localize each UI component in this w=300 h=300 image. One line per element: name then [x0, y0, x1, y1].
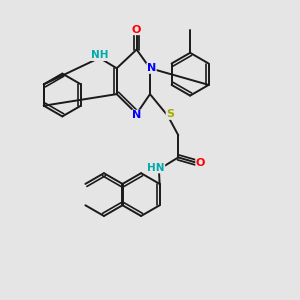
Text: O: O [196, 158, 205, 168]
Text: N: N [132, 110, 141, 120]
Text: HN: HN [147, 163, 165, 173]
Text: S: S [166, 109, 174, 119]
Text: N: N [147, 63, 156, 73]
Text: O: O [132, 25, 141, 34]
Text: NH: NH [91, 50, 108, 61]
